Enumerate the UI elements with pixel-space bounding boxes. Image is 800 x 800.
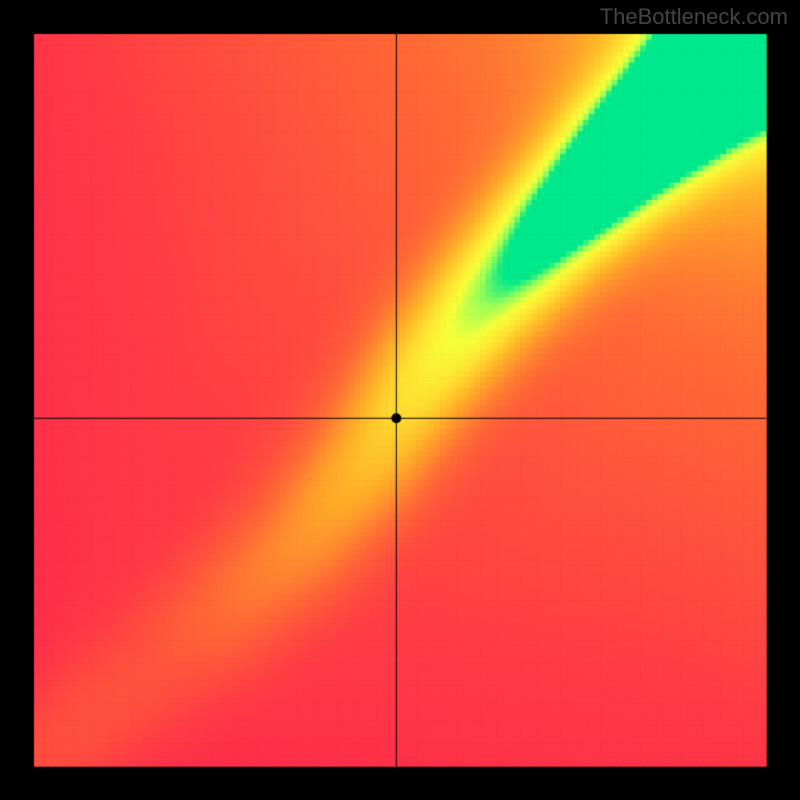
chart-container: TheBottleneck.com xyxy=(0,0,800,800)
bottleneck-heatmap xyxy=(0,0,800,800)
watermark-text: TheBottleneck.com xyxy=(600,4,788,30)
